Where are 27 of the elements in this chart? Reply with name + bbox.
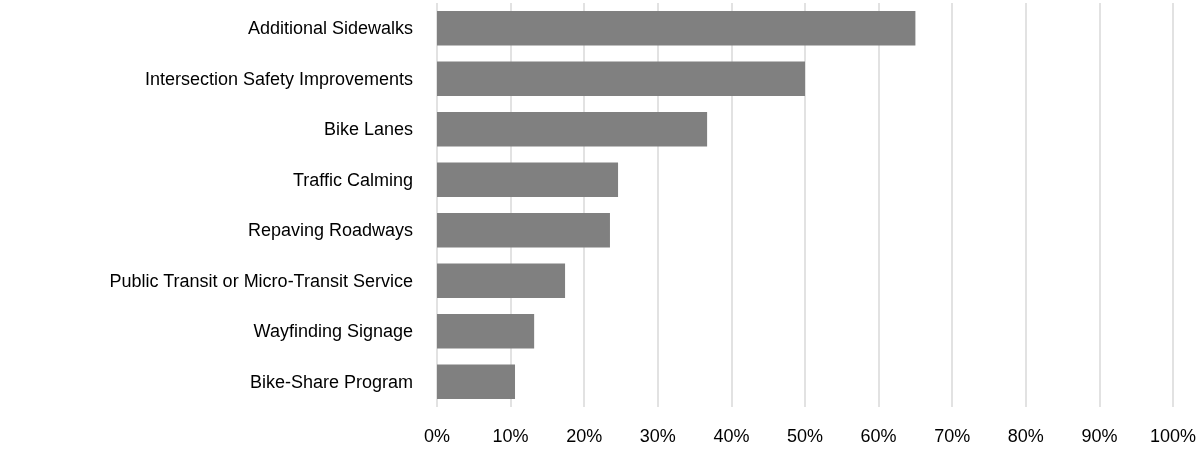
y-tick-label: Traffic Calming xyxy=(292,169,413,190)
y-tick-label: Wayfinding Signage xyxy=(253,321,413,342)
y-tick-label: Repaving Roadways xyxy=(247,220,413,241)
x-tick-label: 90% xyxy=(1081,426,1118,446)
x-tick-label: 30% xyxy=(639,426,676,446)
x-tick-label: 80% xyxy=(1007,426,1044,446)
y-tick-label: Public Transit or Micro-Transit Service xyxy=(109,270,413,291)
x-tick-label: 0% xyxy=(423,426,451,446)
bar xyxy=(437,162,619,197)
bar xyxy=(437,112,708,147)
x-tick-label: 40% xyxy=(713,426,750,446)
y-tick-label: Bike-Share Program xyxy=(249,371,413,392)
bar xyxy=(437,314,535,349)
x-tick-label: 20% xyxy=(566,426,603,446)
x-tick-label: 50% xyxy=(786,426,824,446)
x-tick-label: 100% xyxy=(1149,426,1197,446)
bar xyxy=(437,213,610,248)
x-tick-label: 10% xyxy=(492,426,529,446)
y-tick-label: Intersection Safety Improvements xyxy=(144,68,413,89)
y-tick-label: Additional Sidewalks xyxy=(247,18,413,39)
bar xyxy=(437,364,516,399)
y-tick-label: Bike Lanes xyxy=(323,119,413,140)
bar xyxy=(437,61,805,96)
bar xyxy=(437,263,566,298)
x-tick-label: 60% xyxy=(860,426,897,446)
bar xyxy=(437,11,916,46)
x-tick-label: 70% xyxy=(934,426,971,446)
